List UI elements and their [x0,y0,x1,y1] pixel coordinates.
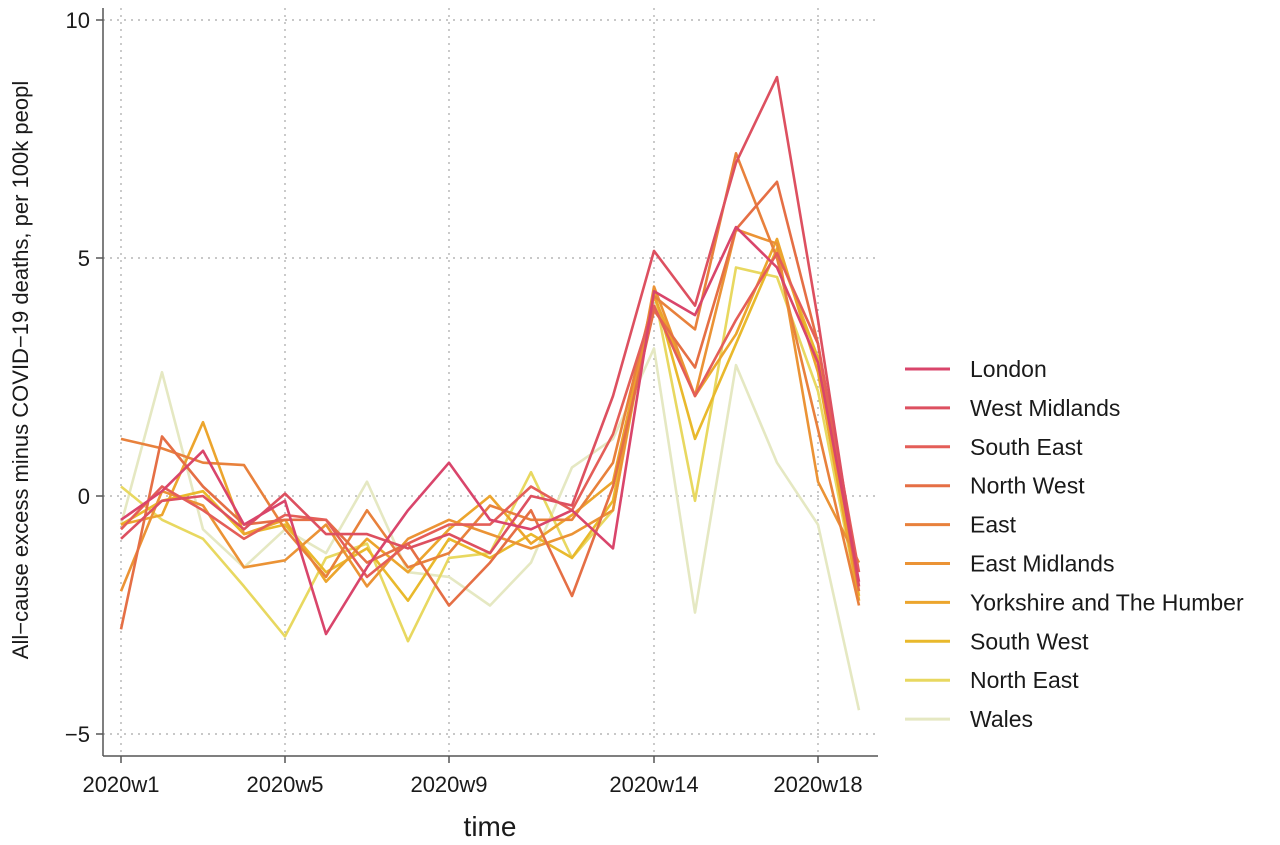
series-line-east-midlands [119,228,861,592]
legend-label: South East [970,434,1083,460]
x-tick-label: 2020w18 [773,772,862,797]
series-line-north-west [119,180,861,630]
series-line-east [120,152,861,606]
series-line-south-east [120,251,861,579]
x-tick-label: 2020w14 [609,772,698,797]
legend-label: South West [970,628,1089,654]
x-tick-labels: 2020w1 2020w5 2020w9 2020w14 2020w18 [82,756,863,797]
series-line-yorkshire-and-the-humber [120,237,861,601]
legend-label: North West [970,473,1085,499]
legend-label: Yorkshire and The Humber [970,589,1244,615]
axes [102,8,878,757]
y-tick-label: −5 [65,722,90,747]
legend: London West Midlands South East North West E… [905,356,1244,732]
x-tick-label: 2020w5 [246,772,323,797]
legend-label: East [970,512,1017,538]
x-axis-title: time [464,811,517,842]
y-tick-labels: −5 0 5 10 [65,8,103,747]
grid-lines [103,8,878,756]
y-tick-label: 0 [78,484,90,509]
y-tick-label: 5 [78,246,90,271]
y-tick-label: 10 [66,8,90,33]
legend-label: East Midlands [970,551,1114,577]
x-tick-label: 2020w1 [82,772,159,797]
legend-label: North East [970,667,1079,693]
legend-label: Wales [970,706,1033,732]
legend-label: West Midlands [970,395,1120,421]
y-axis-title: All−cause excess minus COVID−19 deaths, … [8,81,33,659]
legend-label: London [970,356,1047,382]
series-line-west-midlands [120,75,861,587]
series-lines [119,75,861,711]
series-line-london [120,225,861,636]
x-tick-label: 2020w9 [410,772,487,797]
series-line-north-east [120,266,861,643]
